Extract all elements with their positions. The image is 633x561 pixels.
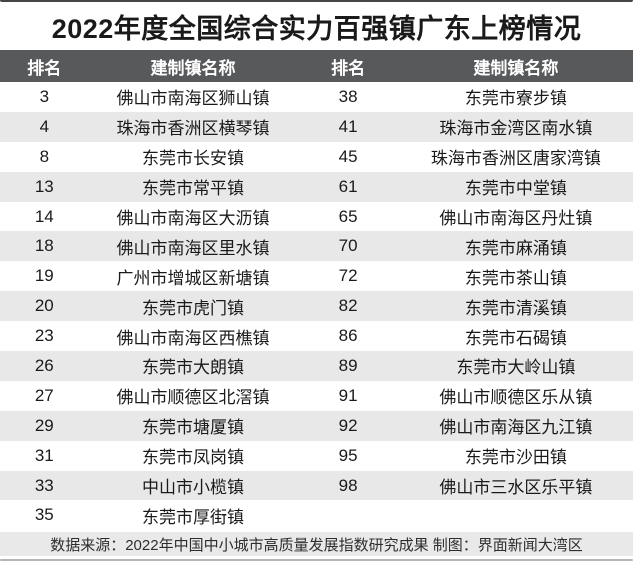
town-cell: 佛山市顺德区乐从镇: [439, 388, 593, 408]
rank-cell: 4: [39, 116, 50, 136]
header-cell-rank-right: 排名: [331, 58, 366, 78]
rank-cell: 91: [338, 385, 358, 405]
table-row: 8 东莞市长安镇 45 珠海市香洲区唐家湾镇: [0, 141, 633, 172]
town-cell: 东莞市麻涌镇: [464, 238, 567, 258]
town-cell: [399, 500, 633, 530]
table-row: 29 东莞市塘厦镇 92 佛山市南海区九江镇: [0, 410, 633, 441]
header-cell-rank-left: 排名: [27, 58, 62, 78]
town-cell: 佛山市南海区西樵镇: [116, 328, 270, 348]
rank-cell: 61: [338, 176, 358, 196]
town-cell: 东莞市厚街镇: [142, 507, 245, 527]
town-cell: 佛山市南海区丹灶镇: [439, 209, 593, 228]
table-row: 20 东莞市虎门镇 82 东莞市清溪镇: [0, 291, 633, 322]
town-cell: 东莞市凤岗镇: [142, 448, 245, 468]
town-cell: 广州市增城区新塘镇: [116, 268, 270, 288]
town-cell: 东莞市虎门镇: [142, 298, 245, 318]
table-row: 26 东莞市大朗镇 89 东莞市大岭山镇: [0, 351, 633, 381]
table-row: 18 佛山市南海区里水镇 70 东莞市麻涌镇: [0, 231, 633, 262]
town-cell: 佛山市南海区九江镇: [439, 418, 593, 438]
table-row: 13 东莞市常平镇 61 东莞市中堂镇: [0, 171, 633, 202]
rank-cell: 20: [34, 296, 54, 316]
town-cell: 东莞市石碣镇: [464, 328, 567, 348]
town-cell: 佛山市南海区狮山镇: [116, 89, 270, 109]
town-cell: 佛山市南海区里水镇: [116, 238, 270, 258]
table-row: 33 中山市小榄镇 98 佛山市三水区乐平镇: [0, 470, 633, 501]
rank-cell: 89: [338, 355, 358, 375]
rank-cell: 26: [34, 355, 54, 375]
rank-cell: 33: [34, 475, 54, 495]
rank-cell: 29: [34, 415, 54, 435]
rank-cell: 72: [338, 266, 358, 286]
rank-cell: 41: [338, 116, 358, 136]
town-cell: 东莞市寮步镇: [464, 89, 567, 109]
page-title: 2022年度全国综合实力百强镇广东上榜情况: [51, 13, 582, 44]
rank-cell: 3: [39, 86, 50, 106]
town-cell: 东莞市中堂镇: [464, 179, 567, 199]
rank-cell: 86: [338, 326, 358, 346]
table-row: 3 佛山市南海区狮山镇 38 东莞市寮步镇: [0, 82, 633, 112]
table-row: 19 广州市增城区新塘镇 72 东莞市茶山镇: [0, 261, 633, 292]
rank-cell: 19: [34, 266, 54, 286]
rank-cell: [297, 500, 398, 530]
town-cell: 东莞市茶山镇: [464, 268, 567, 288]
rank-cell: 13: [34, 176, 54, 196]
town-cell: 中山市小榄镇: [142, 478, 245, 498]
town-cell: 佛山市南海区大沥镇: [116, 209, 270, 228]
rank-cell: 82: [338, 296, 358, 316]
header-cell-town-right: 建制镇名称: [473, 58, 559, 78]
table-row: 4 珠海市香洲区横琴镇 41 珠海市金湾区南水镇: [0, 111, 633, 142]
rank-cell: 23: [34, 326, 54, 346]
town-cell: 东莞市沙田镇: [464, 448, 567, 468]
rank-cell: 45: [338, 146, 358, 166]
town-cell: 佛山市顺德区北滘镇: [116, 388, 270, 408]
rank-cell: 8: [39, 146, 50, 166]
rank-cell: 38: [338, 86, 358, 106]
bottom-edge-line: [0, 559, 633, 561]
source-credit-note: 数据来源：2022年中国中小城市高质量发展指数研究成果 制图：界面新闻大湾区: [0, 532, 633, 557]
town-cell: 东莞市塘厦镇: [142, 418, 245, 438]
rank-cell: 92: [338, 415, 358, 435]
rank-cell: 65: [338, 206, 358, 226]
header-cell-town-left: 建制镇名称: [150, 58, 236, 78]
town-cell: 珠海市金湾区南水镇: [439, 119, 593, 139]
town-cell: 佛山市三水区乐平镇: [439, 478, 593, 498]
rank-cell: 70: [338, 236, 358, 256]
rank-cell: 31: [34, 445, 54, 465]
rank-cell: 27: [34, 385, 54, 405]
town-cell: 东莞市大朗镇: [142, 358, 245, 378]
table-row: 23 佛山市南海区西樵镇 86 东莞市石碣镇: [0, 321, 633, 352]
town-cell: 东莞市清溪镇: [464, 298, 567, 318]
rank-cell: 95: [338, 445, 358, 465]
table-row: 27 佛山市顺德区北滘镇 91 佛山市顺德区乐从镇: [0, 380, 633, 411]
town-cell: 东莞市常平镇: [142, 179, 245, 199]
table-header: 排名 建制镇名称 排名 建制镇名称: [0, 50, 633, 82]
town-cell: 珠海市香洲区横琴镇: [116, 119, 270, 139]
table-row: 35 东莞市厚街镇: [0, 500, 633, 531]
table-rows: 3 佛山市南海区狮山镇 38 东莞市寮步镇 4 珠海市香洲区横琴镇 41 珠海市金湾区南水镇 8…: [0, 82, 633, 531]
rank-cell: 35: [34, 505, 54, 525]
rank-cell: 14: [34, 206, 54, 226]
town-cell: 东莞市大岭山镇: [456, 358, 576, 378]
town-cell: 东莞市长安镇: [142, 149, 245, 169]
rank-cell: 18: [34, 236, 54, 256]
top-edge-line: [0, 0, 633, 2]
rank-cell: 98: [338, 475, 358, 495]
table-row: 31 东莞市凤岗镇 95 东莞市沙田镇: [0, 440, 633, 471]
table-row: 14 佛山市南海区大沥镇 65 佛山市南海区丹灶镇: [0, 201, 633, 232]
town-cell: 珠海市香洲区唐家湾镇: [430, 149, 601, 169]
